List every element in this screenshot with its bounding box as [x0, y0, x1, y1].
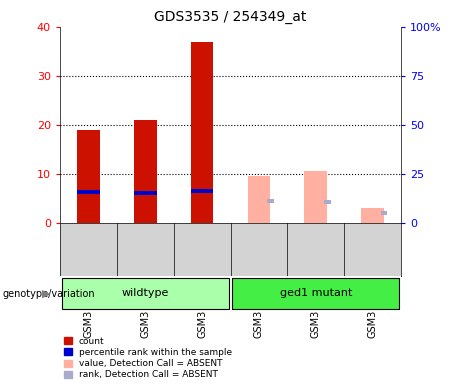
Bar [77, 130, 100, 223]
Legend: count, percentile rank within the sample, value, Detection Call = ABSENT, rank, : count, percentile rank within the sample… [65, 337, 232, 379]
Bar [191, 189, 213, 194]
FancyBboxPatch shape [62, 278, 229, 310]
Bar [248, 176, 270, 223]
FancyBboxPatch shape [232, 278, 399, 310]
Text: ged1 mutant: ged1 mutant [280, 288, 352, 298]
Bar [267, 199, 274, 203]
Title: GDS3535 / 254349_at: GDS3535 / 254349_at [154, 10, 307, 25]
Bar [191, 41, 213, 223]
Text: wildtype: wildtype [122, 288, 169, 298]
Bar [324, 200, 331, 204]
Text: genotype/variation: genotype/variation [2, 289, 95, 299]
Bar [361, 208, 384, 223]
Bar [304, 171, 327, 223]
Bar [134, 120, 157, 223]
Bar [77, 190, 100, 194]
Bar [381, 211, 387, 215]
Bar [134, 191, 157, 195]
Text: ▶: ▶ [42, 289, 51, 299]
